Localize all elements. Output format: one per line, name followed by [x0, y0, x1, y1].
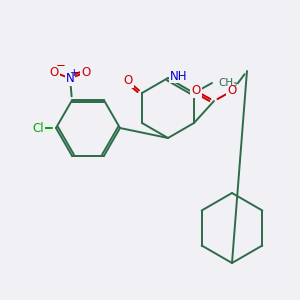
- Text: O: O: [81, 66, 91, 79]
- Text: O: O: [191, 85, 201, 98]
- Text: O: O: [50, 66, 58, 79]
- Text: −: −: [56, 59, 66, 72]
- Text: Cl: Cl: [32, 122, 44, 134]
- Text: O: O: [227, 85, 237, 98]
- Text: +: +: [70, 68, 78, 78]
- Text: NH: NH: [170, 70, 188, 83]
- Text: O: O: [123, 74, 133, 88]
- Text: CH₃: CH₃: [218, 78, 237, 88]
- Text: N: N: [66, 72, 74, 85]
